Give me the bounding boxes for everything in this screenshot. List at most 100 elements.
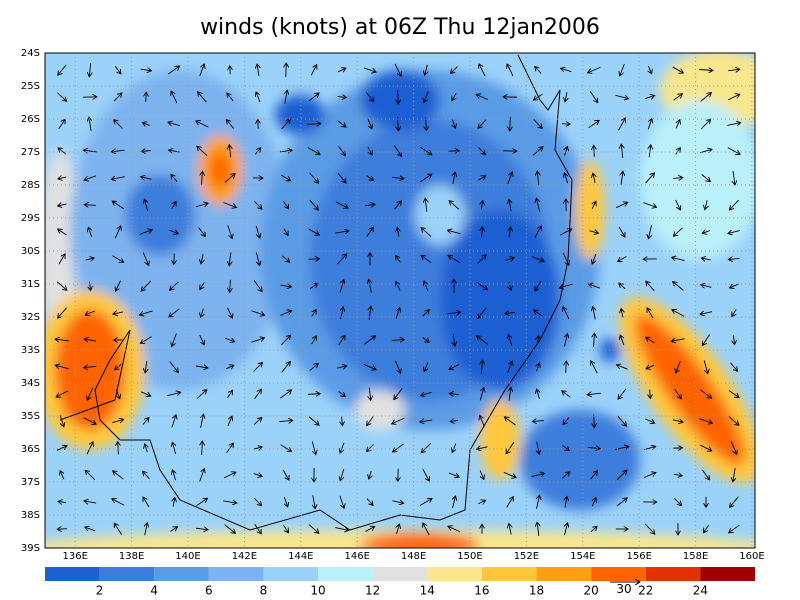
wind-arrow — [588, 284, 600, 289]
colorbar-swatch — [99, 567, 155, 581]
wind-arrow — [56, 446, 67, 451]
wind-arrow — [616, 202, 627, 209]
wind-arrow — [392, 501, 403, 504]
wind-arrow — [590, 526, 597, 533]
wind-arrow — [674, 388, 682, 399]
wind-arrow — [672, 310, 685, 317]
wind-arrow — [139, 230, 152, 235]
wind-arrow — [57, 307, 67, 318]
colorbar-label: 10 — [310, 584, 325, 598]
wind-arrow — [338, 335, 345, 345]
wind-arrow — [284, 228, 288, 236]
wind-arrow — [281, 362, 291, 373]
wind-arrow — [700, 312, 713, 315]
wind-arrow — [616, 365, 628, 370]
wind-arrow — [58, 501, 67, 502]
wind-arrow — [169, 361, 179, 372]
wind-arrow — [280, 444, 292, 452]
wind-arrow — [113, 93, 122, 102]
wind-arrow — [733, 335, 734, 344]
wind-arrow — [112, 255, 123, 262]
wind-arrow — [561, 472, 570, 479]
wind-arrow — [310, 65, 316, 76]
colorbar-label: 22 — [638, 584, 653, 598]
wind-arrow — [426, 117, 427, 130]
wind-arrow — [536, 198, 541, 212]
wind-arrow — [646, 337, 655, 344]
wind-arrow — [673, 474, 683, 476]
wind-arrow — [702, 231, 710, 234]
wind-arrow — [309, 363, 318, 371]
wind-arrow — [225, 338, 234, 341]
wind-arrow — [369, 387, 370, 401]
colorbar-label: 8 — [260, 584, 268, 598]
wind-arrow — [197, 146, 208, 157]
wind-arrow — [55, 365, 69, 370]
wind-arrow — [114, 523, 123, 536]
wind-arrow — [366, 175, 373, 180]
wind-arrow — [196, 498, 208, 507]
wind-arrow — [447, 312, 460, 314]
lon-label: 142E — [232, 551, 257, 562]
wind-arrow — [395, 360, 400, 373]
wind-arrow — [367, 416, 374, 425]
lon-label: 156E — [626, 551, 651, 562]
wind-arrow — [592, 498, 596, 507]
wind-arrow — [729, 199, 739, 210]
wind-arrow — [308, 228, 320, 235]
wind-arrow — [699, 444, 712, 451]
wind-arrow — [509, 523, 511, 535]
wind-arrow — [369, 306, 371, 320]
wind-arrow — [57, 92, 66, 102]
wind-arrow — [592, 253, 597, 264]
wind-arrow — [224, 174, 235, 183]
wind-arrow — [284, 496, 288, 507]
wind-arrow — [337, 68, 346, 72]
lon-label: 136E — [62, 551, 87, 562]
wind-arrow — [335, 201, 348, 208]
wind-arrow — [337, 254, 346, 265]
wind-arrow — [701, 258, 711, 260]
wind-arrow — [309, 172, 318, 184]
wind-arrow — [616, 470, 627, 481]
wind-arrow — [199, 334, 205, 345]
colorbar-swatch — [536, 567, 592, 581]
wind-arrow — [566, 361, 567, 374]
wind-arrow — [618, 256, 627, 261]
wind-arrow — [732, 309, 737, 317]
wind-arrow — [643, 202, 656, 208]
wind-arrow — [368, 146, 372, 155]
wind-arrow — [421, 442, 432, 452]
colorbar-swatch — [427, 567, 482, 581]
wind-arrow — [507, 64, 514, 77]
wind-arrow — [421, 392, 432, 395]
wind-arrow — [730, 362, 737, 371]
wind-arrow — [169, 308, 180, 317]
wind-arrow — [535, 280, 542, 291]
wind-arrow — [422, 468, 430, 481]
wind-arrow — [590, 471, 598, 480]
wind-arrow — [561, 68, 572, 71]
wind-arrow — [171, 91, 178, 104]
wind-arrow — [224, 524, 236, 534]
wind-arrow — [448, 255, 461, 264]
wind-arrow — [255, 225, 260, 238]
wind-arrow — [230, 279, 231, 293]
wind-arrow — [727, 123, 740, 126]
wind-arrow — [564, 523, 567, 536]
wind-arrow — [226, 120, 235, 129]
wind-arrow — [621, 144, 622, 158]
wind-arrow — [195, 366, 208, 368]
wind-arrow — [199, 64, 204, 77]
wind-arrow — [282, 469, 289, 480]
wind-arrow — [587, 447, 600, 448]
wind-arrow — [198, 227, 206, 236]
wind-arrow — [674, 498, 681, 505]
wind-arrow — [703, 524, 709, 533]
wind-arrow — [170, 527, 177, 532]
wind-arrow — [307, 394, 320, 395]
wind-arrow — [673, 282, 684, 291]
wind-arrow — [481, 360, 482, 374]
wind-arrow — [421, 255, 432, 263]
